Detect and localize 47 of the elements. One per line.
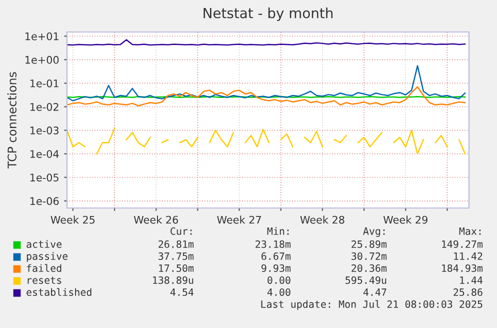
y-tick-label: 1e-01 bbox=[30, 79, 58, 88]
text: 9.93m bbox=[262, 264, 291, 272]
x-tick-label: Week 29 bbox=[383, 216, 428, 224]
text: 149.27m bbox=[442, 240, 483, 248]
x-tick-label: Week 27 bbox=[217, 216, 261, 224]
text: 25.86 bbox=[454, 288, 482, 296]
text: 20.36m bbox=[352, 264, 387, 272]
legend-label: active bbox=[26, 240, 62, 248]
x-tick-label: Week 28 bbox=[300, 216, 344, 224]
text: 6.67m bbox=[262, 252, 291, 260]
text: 138.89u bbox=[153, 276, 194, 284]
text: 26.81m bbox=[158, 240, 194, 248]
text: 595.49u bbox=[346, 276, 386, 284]
y-tick-label: 1e-03 bbox=[30, 126, 59, 134]
text: 0.00 bbox=[268, 276, 290, 284]
text: 184.93m bbox=[442, 264, 483, 272]
chart-title: Netstat - by month bbox=[204, 8, 333, 21]
text: 1.44 bbox=[460, 276, 483, 284]
y-tick-label: 1e-05 bbox=[30, 174, 58, 182]
text: Max: bbox=[459, 227, 481, 235]
text: 4.47 bbox=[363, 288, 386, 296]
x-tick-label: Week 26 bbox=[134, 216, 178, 224]
text: 17.50m bbox=[159, 264, 194, 272]
line-series bbox=[67, 86, 466, 106]
y-tick-label: 1e-06 bbox=[30, 197, 59, 206]
text: 4.00 bbox=[267, 288, 290, 296]
text: 4.54 bbox=[170, 288, 194, 296]
text: Cur: bbox=[170, 227, 192, 235]
text: Avg: bbox=[363, 227, 385, 237]
legend-label: failed bbox=[26, 264, 62, 272]
text: 37.75m bbox=[158, 252, 194, 260]
text: 25.89m bbox=[352, 240, 387, 248]
text: 30.72m bbox=[352, 252, 387, 260]
y-axis-title: TCP connections bbox=[7, 72, 16, 168]
y-tick-label: 1e-02 bbox=[30, 102, 58, 111]
legend-label: resets bbox=[28, 276, 62, 284]
x-tick-label: Week 25 bbox=[50, 216, 95, 224]
y-tick-label: 1e+00 bbox=[25, 56, 59, 64]
text: 23.18m bbox=[256, 240, 291, 248]
text: 11.42 bbox=[454, 252, 482, 260]
text: Min: bbox=[267, 227, 289, 235]
text: Last update: Mon Jul 21 08:00:03 2025 bbox=[261, 300, 482, 310]
legend-label: established bbox=[26, 288, 92, 296]
line-series bbox=[67, 65, 466, 102]
legend-label: passive bbox=[26, 252, 68, 262]
y-tick-label: 1e-04 bbox=[30, 150, 59, 158]
y-tick-label: 1e+01 bbox=[25, 32, 58, 40]
